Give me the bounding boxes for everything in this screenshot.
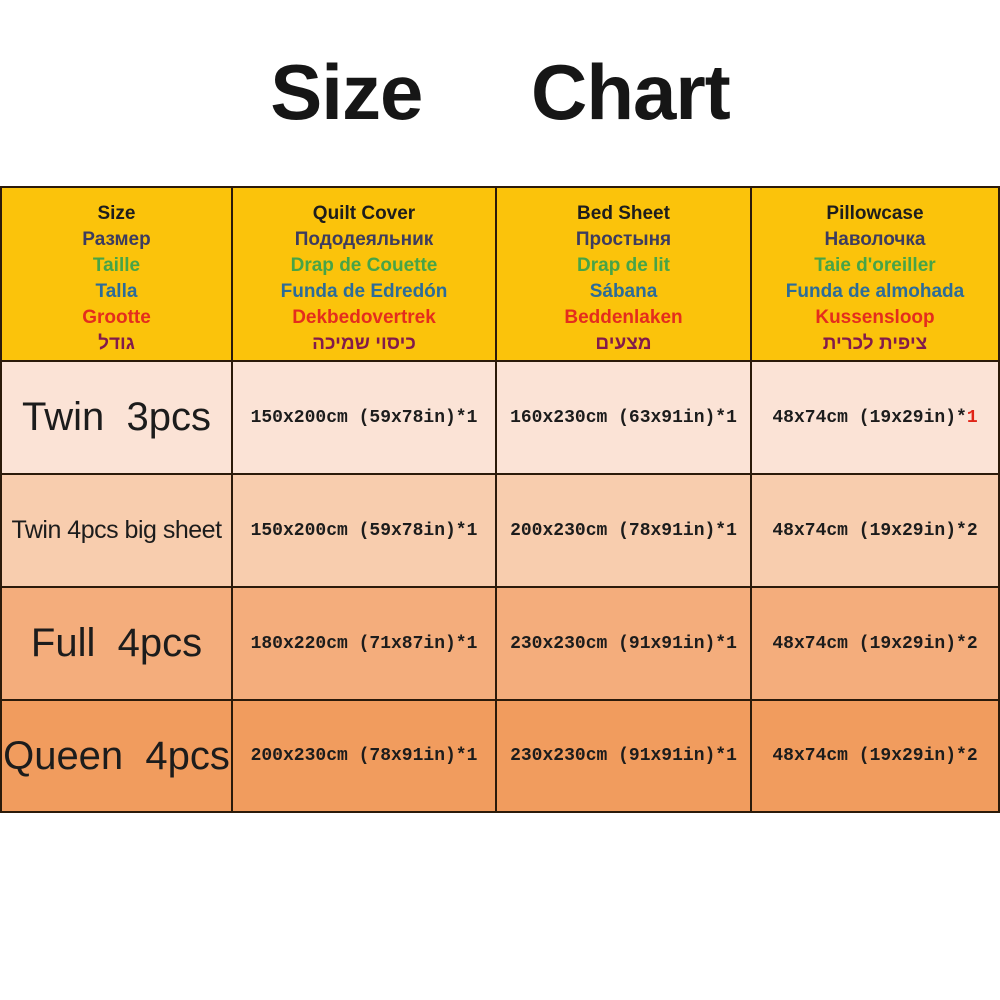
header-cell-pillowcase: Pillowcase Наволочка Taie d'oreiller Fun… xyxy=(752,188,998,360)
header-sheet-label-he: מצעים xyxy=(595,333,652,354)
header-quilt-label-en: Quilt Cover xyxy=(312,203,416,224)
pillowcase-cell: 48x74cm (19x29in)* 2 xyxy=(752,588,998,699)
pillowcase-quantity: 2 xyxy=(966,746,978,766)
quilt-cover-dimensions: 150x200cm (59x78in)*1 xyxy=(250,520,478,541)
header-sheet-label-es: Sábana xyxy=(589,281,658,302)
header-sheet-label-fr: Drap de lit xyxy=(577,255,670,276)
size-label: Twin 4pcs big sheet xyxy=(11,516,222,544)
header-pillow-label-es: Funda de almohada xyxy=(785,281,965,302)
pillowcase-cell: 48x74cm (19x29in)* 2 xyxy=(752,475,998,586)
header-pillow-label-ru: Наволочка xyxy=(824,229,926,250)
bed-sheet-dimensions: 230x230cm (91x91in)*1 xyxy=(510,746,737,766)
header-cell-bed-sheet: Bed Sheet Простыня Drap de lit Sábana Be… xyxy=(497,188,750,360)
header-sheet-label-nl: Beddenlaken xyxy=(564,307,683,328)
header-size-label-ru: Размер xyxy=(82,229,151,250)
pillowcase-quantity: 1 xyxy=(966,407,978,428)
size-label: Queen 4pcs xyxy=(3,733,230,778)
pillowcase-dimensions: 48x74cm (19x29in)* xyxy=(772,520,967,541)
header-pillow-label-fr: Taie d'oreiller xyxy=(814,255,936,276)
header-quilt-label-he: כיסוי שמיכה xyxy=(312,333,416,354)
size-label: Full 4pcs xyxy=(30,621,203,665)
pillowcase-dimensions: 48x74cm (19x29in)* xyxy=(772,746,967,766)
quilt-cover-cell: 150x200cm (59x78in)*1 xyxy=(233,362,495,473)
header-size-label-es: Talla xyxy=(95,281,138,302)
header-quilt-label-nl: Dekbedovertrek xyxy=(292,307,436,328)
bed-sheet-cell: 230x230cm (91x91in)*1 xyxy=(497,588,750,699)
header-sheet-label-ru: Простыня xyxy=(575,229,672,250)
size-label-cell: Full 4pcs xyxy=(2,588,231,699)
header-quilt-label-es: Funda de Edredón xyxy=(280,281,448,302)
pillowcase-cell: 48x74cm (19x29in)* 2 xyxy=(752,701,998,811)
size-label: Twin 3pcs xyxy=(22,395,211,439)
quilt-cover-dimensions: 150x200cm (59x78in)*1 xyxy=(250,407,478,428)
header-quilt-label-ru: Пододеяльник xyxy=(294,229,434,250)
bed-sheet-dimensions: 160x230cm (63x91in)*1 xyxy=(510,407,737,428)
header-quilt-label-fr: Drap de Couette xyxy=(290,255,438,276)
pillowcase-quantity: 2 xyxy=(966,520,978,541)
header-pillow-label-he: ציפית לכרית xyxy=(822,333,928,354)
bed-sheet-dimensions: 200x230cm (78x91in)*1 xyxy=(510,520,737,541)
header-size-label-nl: Grootte xyxy=(82,307,151,328)
size-label-cell: Twin 3pcs xyxy=(2,362,231,473)
bed-sheet-dimensions: 230x230cm (91x91in)*1 xyxy=(510,633,737,654)
size-label-cell: Twin 4pcs big sheet xyxy=(2,475,231,586)
header-size-label-fr: Taille xyxy=(92,255,141,276)
header-pillow-label-nl: Kussensloop xyxy=(815,307,935,328)
bed-sheet-cell: 200x230cm (78x91in)*1 xyxy=(497,475,750,586)
quilt-cover-dimensions: 180x220cm (71x87in)*1 xyxy=(250,633,478,654)
page-title: Size Chart xyxy=(270,48,730,136)
size-chart-table: Size Размер Taille Talla Grootte גודל Qu… xyxy=(0,186,1000,813)
header-sheet-label-en: Bed Sheet xyxy=(577,203,670,224)
quilt-cover-cell: 180x220cm (71x87in)*1 xyxy=(233,588,495,699)
pillowcase-dimensions: 48x74cm (19x29in)* xyxy=(772,633,967,654)
header-cell-quilt-cover: Quilt Cover Пододеяльник Drap de Couette… xyxy=(233,188,495,360)
header-size-label-en: Size xyxy=(97,203,136,224)
quilt-cover-dimensions: 200x230cm (78x91in)*1 xyxy=(250,746,478,766)
pillowcase-quantity: 2 xyxy=(966,633,978,654)
bed-sheet-cell: 230x230cm (91x91in)*1 xyxy=(497,701,750,811)
quilt-cover-cell: 200x230cm (78x91in)*1 xyxy=(233,701,495,811)
header-pillow-label-en: Pillowcase xyxy=(826,203,924,224)
size-label-cell: Queen 4pcs xyxy=(2,701,231,811)
header-size-label-he: גודל xyxy=(98,333,135,354)
pillowcase-dimensions: 48x74cm (19x29in)* xyxy=(772,407,967,428)
pillowcase-cell: 48x74cm (19x29in)* 1 xyxy=(752,362,998,473)
quilt-cover-cell: 150x200cm (59x78in)*1 xyxy=(233,475,495,586)
header-cell-size: Size Размер Taille Talla Grootte גודל xyxy=(2,188,231,360)
bed-sheet-cell: 160x230cm (63x91in)*1 xyxy=(497,362,750,473)
